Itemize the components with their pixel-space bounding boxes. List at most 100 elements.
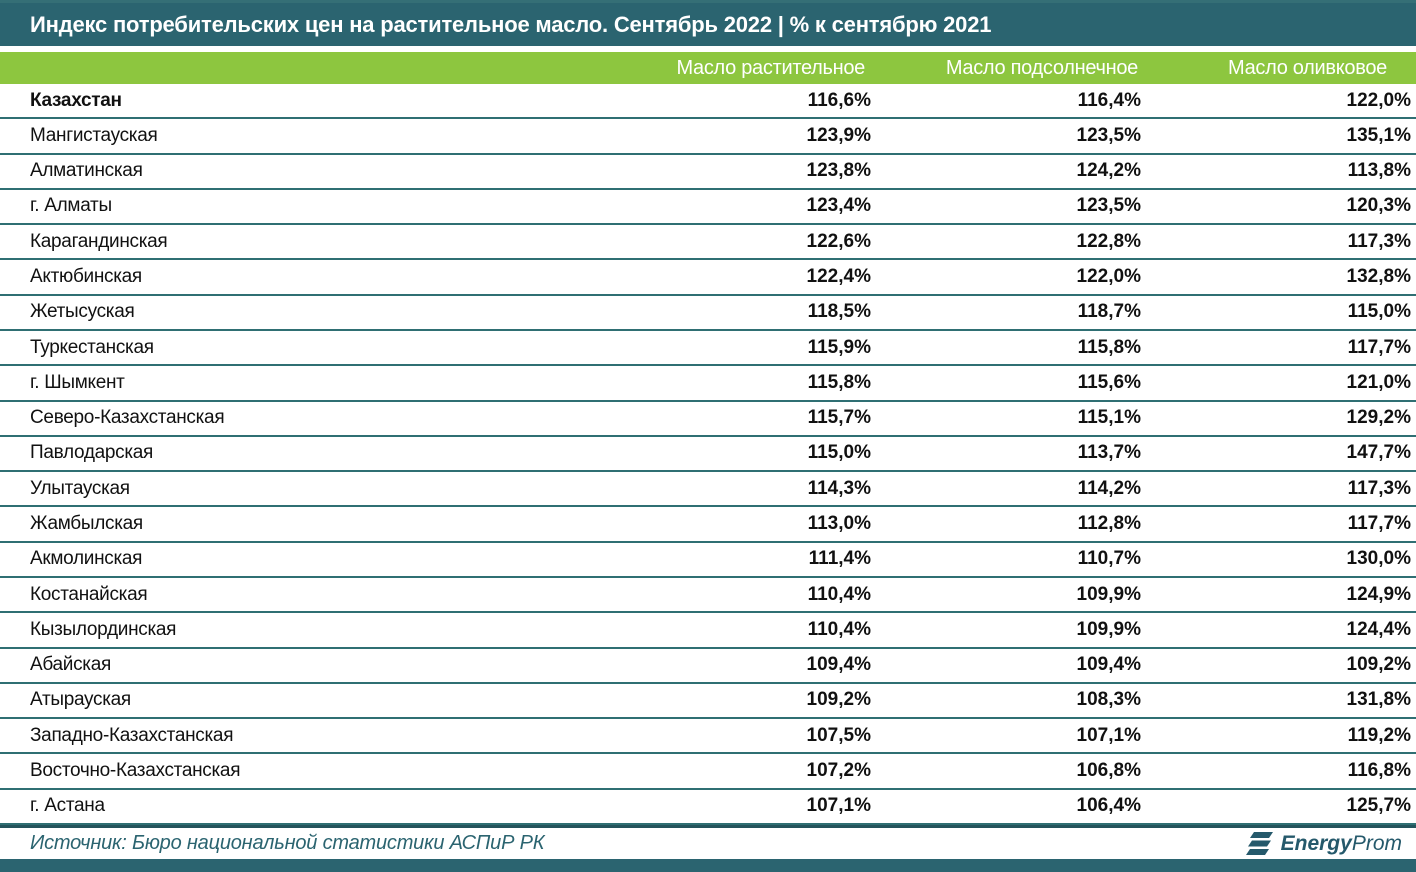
value-cell: 115,9% — [807, 336, 871, 358]
region-name: Туркестанская — [30, 336, 154, 358]
logo-text-bold: Energy — [1280, 831, 1352, 855]
region-name: Акмолинская — [30, 548, 143, 570]
value-cell: 124,2% — [1076, 160, 1141, 182]
value-cell: 115,8% — [1077, 336, 1141, 358]
value-cell: 114,3% — [807, 477, 871, 499]
value-cell: 117,3% — [1347, 230, 1411, 252]
region-name: Актюбинская — [30, 266, 142, 288]
table-row: Казахстан 116,6% 116,4% 122,0% — [0, 84, 1416, 120]
value-cell: 106,8% — [1076, 759, 1141, 781]
table-row: Абайская 109,4% 109,4% 109,2% — [0, 648, 1416, 684]
column-header-olive-oil: Масло оливковое — [1228, 56, 1387, 79]
value-cell: 113,8% — [1347, 160, 1411, 182]
value-cell: 129,2% — [1346, 407, 1411, 429]
value-cell: 109,4% — [1076, 654, 1141, 676]
value-cell: 122,6% — [806, 230, 871, 252]
value-cell: 115,6% — [1077, 371, 1141, 393]
table-row: Жетысуская 118,5% 118,7% 115,0% — [0, 295, 1416, 331]
value-cell: 111,4% — [808, 548, 871, 570]
region-name: Улытауская — [30, 477, 130, 499]
value-cell: 117,7% — [1347, 336, 1411, 358]
value-cell: 123,8% — [806, 160, 871, 182]
table-row: Акмолинская 111,4% 110,7% 130,0% — [0, 542, 1416, 578]
region-name: Костанайская — [30, 583, 148, 605]
title-separator — [0, 46, 1416, 52]
value-cell: 120,3% — [1346, 195, 1411, 217]
table-row: г. Астана 107,1% 106,4% 125,7% — [0, 789, 1416, 825]
region-name: Северо-Казахстанская — [30, 407, 225, 429]
value-cell: 121,0% — [1346, 371, 1411, 393]
table-row: Западно-Казахстанская 107,5% 107,1% 119,2% — [0, 719, 1416, 755]
value-cell: 115,1% — [1077, 407, 1141, 429]
value-cell: 107,1% — [806, 795, 871, 817]
value-cell: 109,2% — [806, 689, 871, 711]
region-name: Абайская — [30, 654, 111, 676]
bottom-bar — [0, 859, 1416, 872]
value-cell: 107,5% — [806, 724, 871, 746]
value-cell: 135,1% — [1346, 124, 1411, 146]
value-cell: 123,5% — [1076, 124, 1141, 146]
value-cell: 109,9% — [1076, 583, 1141, 605]
logo-text-regular: Prom — [1351, 831, 1402, 855]
value-cell: 119,2% — [1347, 724, 1411, 746]
region-name: Алматинская — [30, 160, 143, 182]
value-cell: 110,7% — [1077, 548, 1141, 570]
table-row: Мангистауская 123,9% 123,5% 135,1% — [0, 119, 1416, 155]
region-name: Кызылординская — [30, 618, 177, 640]
value-cell: 118,7% — [1077, 301, 1141, 323]
table-row: Восточно-Казахстанская 107,2% 106,8% 116,8% — [0, 754, 1416, 790]
value-cell: 122,0% — [1076, 266, 1141, 288]
value-cell: 113,0% — [807, 513, 871, 535]
page-title: Индекс потребительских цен на растительн… — [30, 11, 992, 37]
value-cell: 122,0% — [1346, 89, 1411, 111]
table-row: Алматинская 123,8% 124,2% 113,8% — [0, 154, 1416, 190]
value-cell: 115,7% — [807, 407, 871, 429]
value-cell: 122,4% — [806, 266, 871, 288]
value-cell: 116,4% — [1077, 89, 1141, 111]
energyprom-logo-text: EnergyProm — [1281, 832, 1402, 856]
value-cell: 109,2% — [1346, 654, 1411, 676]
value-cell: 108,3% — [1076, 689, 1141, 711]
region-name: Жетысуская — [30, 301, 135, 323]
value-cell: 107,1% — [1076, 724, 1141, 746]
value-cell: 110,4% — [807, 583, 871, 605]
region-name: г. Астана — [30, 795, 105, 817]
value-cell: 109,9% — [1076, 618, 1141, 640]
value-cell: 117,7% — [1347, 513, 1411, 535]
table-row: Улытауская 114,3% 114,2% 117,3% — [0, 472, 1416, 508]
table-row: Костанайская 110,4% 109,9% 124,9% — [0, 577, 1416, 614]
value-cell: 125,7% — [1346, 795, 1411, 817]
region-name: Атырауская — [30, 689, 131, 711]
value-cell: 116,6% — [807, 89, 871, 111]
table-row: г. Алматы 123,4% 123,5% 120,3% — [0, 189, 1416, 226]
value-cell: 130,0% — [1346, 548, 1411, 570]
table-row: Павлодарская 115,0% 113,7% 147,7% — [0, 436, 1416, 473]
region-name: Павлодарская — [30, 442, 154, 464]
value-cell: 131,8% — [1346, 689, 1411, 711]
table-row: Карагандинская 122,6% 122,8% 117,3% — [0, 225, 1416, 261]
region-name: Жамбылская — [30, 513, 143, 535]
energyprom-logo-icon — [1245, 831, 1273, 855]
table-row: Кызылординская 110,4% 109,9% 124,4% — [0, 613, 1416, 649]
column-header-vegetable-oil: Масло растительное — [676, 56, 865, 79]
value-cell: 124,4% — [1346, 618, 1411, 640]
value-cell: 107,2% — [806, 759, 871, 781]
source-caption: Источник: Бюро национальной статистики А… — [30, 832, 545, 854]
region-name: Казахстан — [30, 89, 122, 111]
value-cell: 147,7% — [1346, 442, 1411, 464]
region-name: Мангистауская — [30, 124, 158, 146]
value-cell: 115,0% — [807, 442, 871, 464]
value-cell: 117,3% — [1347, 477, 1411, 499]
value-cell: 112,8% — [1077, 513, 1141, 535]
table-row: Жамбылская 113,0% 112,8% 117,7% — [0, 507, 1416, 543]
value-cell: 124,9% — [1346, 583, 1411, 605]
table-row: Актюбинская 122,4% 122,0% 132,8% — [0, 260, 1416, 296]
value-cell: 123,9% — [806, 124, 871, 146]
energyprom-logo: EnergyProm — [1244, 831, 1402, 857]
table-row: Атырауская 109,2% 108,3% 131,8% — [0, 683, 1416, 720]
value-cell: 122,8% — [1076, 230, 1141, 252]
title-bar: Индекс потребительских цен на растительн… — [0, 0, 1416, 46]
table-column-header: Масло растительное Масло подсолнечное Ма… — [0, 52, 1416, 84]
value-cell: 115,0% — [1347, 301, 1411, 323]
